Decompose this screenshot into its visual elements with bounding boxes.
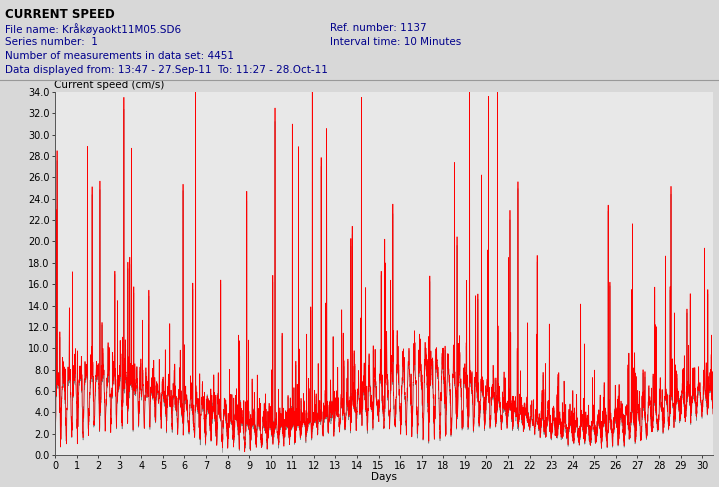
Text: Number of measurements in data set: 4451: Number of measurements in data set: 4451 xyxy=(5,51,234,61)
Text: Interval time: 10 Minutes: Interval time: 10 Minutes xyxy=(330,37,462,47)
Text: Current speed (cm/s): Current speed (cm/s) xyxy=(55,80,165,90)
Text: File name: Kråkøyaokt11M05.SD6: File name: Kråkøyaokt11M05.SD6 xyxy=(5,23,181,35)
Text: Data displayed from: 13:47 - 27.Sep-11  To: 11:27 - 28.Oct-11: Data displayed from: 13:47 - 27.Sep-11 T… xyxy=(5,65,328,75)
Text: Series number:  1: Series number: 1 xyxy=(5,37,98,47)
X-axis label: Days: Days xyxy=(371,472,397,482)
Text: CURRENT SPEED: CURRENT SPEED xyxy=(5,8,115,21)
Text: Ref. number: 1137: Ref. number: 1137 xyxy=(330,23,426,33)
